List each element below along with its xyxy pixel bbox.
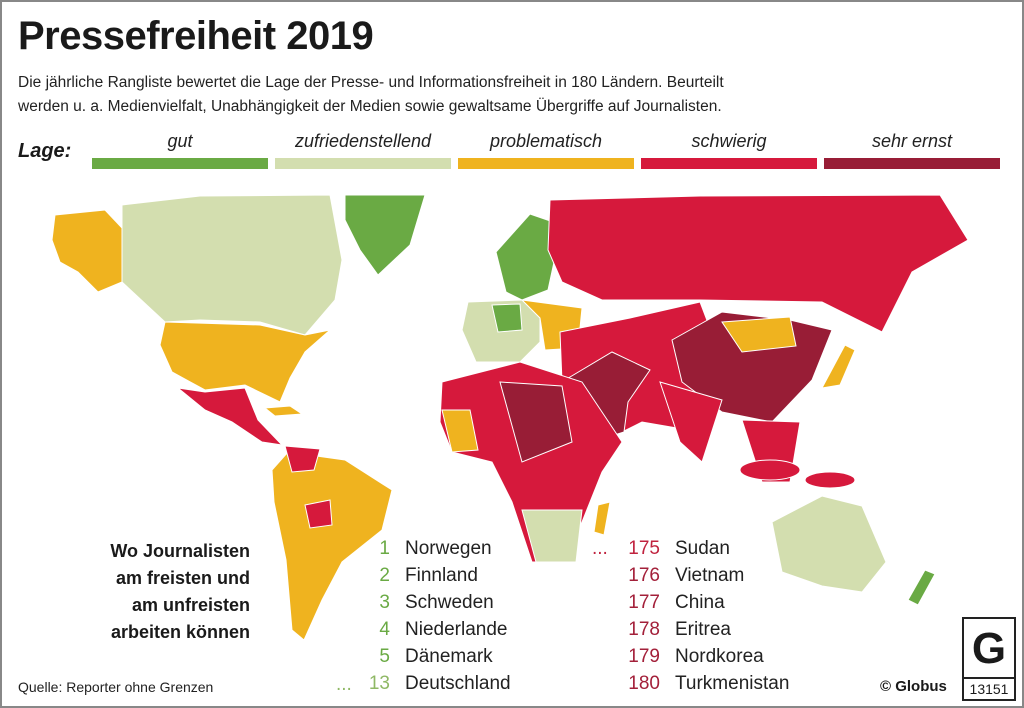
rank-country: China — [675, 592, 725, 613]
region-australia — [771, 495, 887, 593]
region-west-africa — [441, 409, 479, 453]
intro-line: am unfreisten — [131, 595, 250, 615]
rank-country: Eritrea — [675, 619, 731, 640]
region-mongolia — [721, 316, 797, 353]
rank-number: 1 — [379, 538, 390, 559]
page-title: Pressefreiheit 2019 — [18, 14, 374, 58]
region-venezuela — [284, 445, 321, 473]
rank-number: 176 — [628, 565, 660, 586]
rank-country: Turkmenistan — [675, 673, 790, 694]
rank-number: 177 — [628, 592, 660, 613]
rank-number: 2 — [379, 565, 390, 586]
description-line-1: Die jährliche Rangliste bewertet die Lag… — [18, 74, 724, 91]
region-india — [659, 381, 723, 463]
rank-number: 3 — [379, 592, 390, 613]
region-scandinavia — [495, 213, 563, 301]
region-indonesia-west — [739, 459, 801, 481]
region-madagascar — [593, 501, 611, 536]
rank-number: 178 — [628, 619, 660, 640]
legend-label-sehr-ernst: sehr ernst — [871, 131, 953, 151]
legend-swatch-problematisch — [458, 158, 634, 169]
intro-line: Wo Journalisten — [110, 541, 250, 561]
description-line-2: werden u. a. Medienvielfalt, Unabhängigk… — [18, 98, 722, 115]
rank-country: Schweden — [405, 592, 494, 613]
rank-country: Dänemark — [405, 646, 493, 667]
legend-label-schwierig: schwierig — [691, 131, 767, 151]
region-benelux-germany — [491, 303, 523, 333]
rank-number: 179 — [628, 646, 660, 667]
legend-label-zufriedenstellend: zufriedenstellend — [294, 131, 432, 151]
region-russia — [547, 194, 969, 333]
legend-title: Lage: — [18, 140, 72, 162]
globus-logo: G 13151 — [962, 617, 1016, 701]
globus-logo-letter: G — [971, 624, 1007, 673]
rank-country: Nordkorea — [675, 646, 764, 667]
rank-country: Vietnam — [675, 565, 745, 586]
intro-line: arbeiten können — [110, 622, 250, 642]
legend-swatch-schwierig — [641, 158, 817, 169]
region-north-africa-dark — [499, 381, 573, 463]
region-usa — [159, 321, 332, 403]
intro-line: am freisten und — [115, 568, 250, 588]
copyright: © Globus — [880, 678, 947, 695]
region-southern-africa — [521, 509, 583, 563]
rank-country: Finnland — [405, 565, 478, 586]
rank-country: Niederlande — [405, 619, 508, 640]
region-canada — [121, 194, 343, 336]
source-note: Quelle: Reporter ohne Grenzen — [18, 679, 214, 695]
ellipsis-freest: ... — [336, 674, 352, 695]
rank-number: 5 — [379, 646, 390, 667]
rank-country: Deutschland — [405, 673, 511, 694]
legend-label-problematisch: problematisch — [489, 131, 603, 151]
rank-number: 180 — [628, 673, 660, 694]
graphic-number: 13151 — [964, 677, 1014, 699]
legend-swatch-sehr-ernst — [824, 158, 1000, 169]
legend-swatch-zufriedenstellend — [275, 158, 451, 169]
legend-label-gut: gut — [167, 131, 193, 151]
rank-number: 4 — [379, 619, 390, 640]
rank-country: Sudan — [675, 538, 730, 559]
region-bolivia — [304, 499, 333, 529]
region-new-zealand — [907, 569, 936, 606]
legend-swatch-gut — [92, 158, 268, 169]
ranking-intro: Wo Journalisten am freisten und am unfre… — [20, 538, 250, 646]
region-indonesia-east — [804, 471, 856, 489]
rank-number: 175 — [628, 538, 660, 559]
region-mexico-central-america — [176, 387, 284, 446]
region-south-america — [271, 451, 393, 641]
region-japan — [821, 344, 856, 389]
rank-number: 13 — [368, 673, 390, 694]
world-map — [51, 194, 969, 641]
rank-country: Norwegen — [405, 538, 492, 559]
region-caribbean — [263, 405, 304, 417]
region-alaska — [51, 209, 123, 293]
region-greenland — [344, 194, 426, 276]
ellipsis-least-free: ... — [592, 538, 608, 559]
